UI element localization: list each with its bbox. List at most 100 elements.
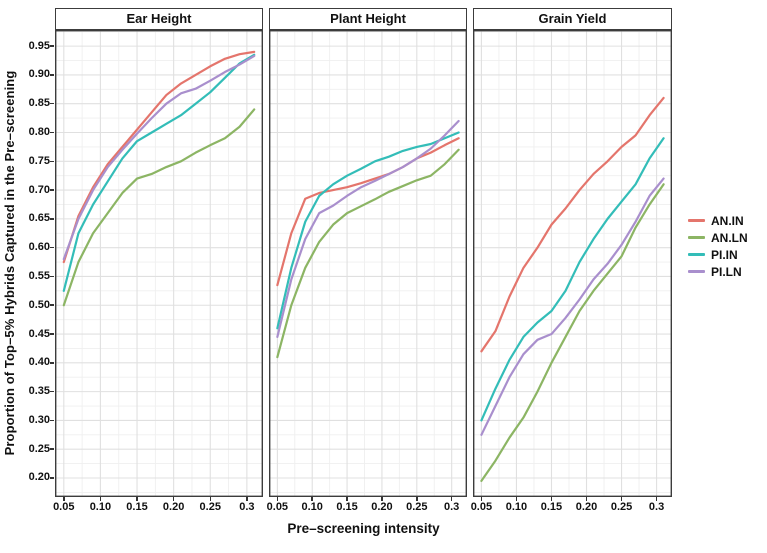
y-tick-label: 0.90	[28, 68, 50, 81]
legend-item-an-ln: AN.LN	[688, 229, 748, 246]
legend-item-pi-ln: PI.LN	[688, 263, 748, 280]
y-tick-label: 0.20	[28, 471, 50, 484]
x-tick-mark	[246, 497, 248, 501]
series-line-an-in	[480, 96, 665, 353]
y-tick-mark	[50, 246, 54, 249]
x-tick-mark	[655, 497, 658, 501]
legend-label: AN.LN	[711, 230, 748, 245]
x-tick-mark	[311, 497, 313, 501]
y-tick-label: 0.85	[28, 97, 50, 110]
series-line-an-ln	[62, 108, 256, 307]
x-tick-mark	[550, 497, 553, 501]
x-tick-mark	[585, 497, 588, 501]
legend-label: PI.LN	[711, 264, 742, 279]
legend-line-swatch	[688, 253, 705, 256]
y-tick-mark	[50, 45, 54, 47]
legend-line-swatch	[688, 270, 705, 273]
x-tick-label: 0.10	[89, 501, 112, 513]
x-tick-label: 0.25	[406, 501, 428, 513]
legend-item-an-in: AN.IN	[688, 212, 748, 229]
x-axis-title: Pre–screening intensity	[287, 521, 440, 536]
series-line-an-in	[276, 137, 460, 287]
x-tick-label: 0.05	[53, 501, 75, 513]
x-tick-label: 0.20	[575, 501, 598, 513]
facet-grain-yield: Grain Yield	[473, 8, 672, 497]
y-tick-mark	[50, 102, 54, 105]
y-tick-mark	[50, 390, 54, 393]
y-tick-label: 0.70	[28, 183, 50, 196]
y-tick-mark	[50, 160, 54, 163]
x-tick-mark	[480, 497, 483, 501]
x-tick-mark	[450, 497, 453, 501]
legend-line-swatch	[688, 236, 705, 239]
series-line-pi-in	[62, 53, 256, 292]
y-tick-mark	[50, 189, 54, 191]
x-tick-mark	[620, 497, 623, 501]
x-tick-label: 0.15	[540, 501, 563, 513]
facet-panel-ear-height	[55, 30, 263, 497]
facet-plant-height: Plant Height	[269, 8, 467, 497]
y-tick-mark	[50, 477, 54, 479]
y-tick-label: 0.25	[28, 442, 50, 455]
panel-border	[473, 30, 672, 497]
y-tick-mark	[50, 74, 54, 76]
series-line-pi-ln	[276, 119, 460, 339]
facet-panel-grain-yield	[473, 30, 672, 497]
y-tick-mark	[50, 275, 54, 278]
y-tick-label: 0.60	[28, 241, 50, 254]
x-tick-label: 0.20	[371, 501, 393, 513]
y-tick-mark	[50, 419, 54, 422]
series-line-pi-ln	[62, 54, 256, 261]
x-tick-mark	[63, 497, 65, 501]
legend-item-pi-in: PI.IN	[688, 246, 748, 263]
x-tick-label: 0.15	[336, 501, 358, 513]
panel-border	[269, 30, 467, 497]
facet-ear-height: Ear Height	[55, 8, 263, 497]
x-tick-label: 0.10	[505, 501, 528, 513]
y-tick-label: 0.55	[28, 269, 50, 282]
x-tick-mark	[136, 497, 138, 501]
y-tick-label: 0.45	[28, 327, 50, 340]
x-tick-label: 0.25	[199, 501, 221, 513]
series-line-an-in	[62, 50, 256, 264]
facet-strip-plant-height: Plant Height	[269, 8, 467, 30]
y-tick-label: 0.50	[28, 298, 50, 311]
x-tick-mark	[416, 497, 418, 501]
series-line-pi-in	[276, 131, 460, 330]
y-tick-label: 0.80	[28, 125, 50, 138]
y-tick-mark	[50, 218, 54, 220]
y-tick-mark	[50, 362, 54, 364]
legend-line-swatch	[688, 219, 705, 222]
panel-border	[55, 30, 263, 497]
facet-panel-plant-height	[269, 30, 467, 497]
y-tick-label: 0.30	[28, 413, 50, 426]
x-tick-label: 0.05	[266, 501, 289, 513]
y-tick-mark	[50, 448, 54, 450]
x-tick-label: 0.3	[239, 501, 255, 513]
y-tick-label: 0.95	[28, 39, 50, 52]
series-line-pi-ln	[480, 177, 665, 436]
y-tick-mark	[50, 131, 54, 134]
x-tick-mark	[99, 497, 102, 501]
x-tick-mark	[276, 497, 279, 501]
x-tick-mark	[209, 497, 212, 501]
legend: AN.IN AN.LN PI.IN PI.LN	[688, 212, 748, 280]
facet-strip-ear-height: Ear Height	[55, 8, 263, 30]
x-tick-mark	[172, 497, 175, 501]
x-tick-mark	[515, 497, 518, 501]
x-tick-label: 0.05	[470, 501, 493, 513]
y-tick-mark	[50, 304, 54, 306]
x-tick-label: 0.15	[126, 501, 148, 513]
x-tick-label: 0.3	[444, 501, 460, 513]
x-tick-label: 0.10	[301, 501, 323, 513]
facet-strip-grain-yield: Grain Yield	[473, 8, 672, 30]
legend-label: PI.IN	[711, 247, 738, 262]
series-line-an-ln	[480, 183, 665, 482]
y-tick-mark	[50, 333, 54, 335]
x-tick-label: 0.25	[610, 501, 633, 513]
x-tick-mark	[346, 497, 348, 501]
y-tick-label: 0.40	[28, 356, 50, 369]
x-tick-label: 0.3	[648, 501, 665, 513]
legend-label: AN.IN	[711, 213, 744, 228]
